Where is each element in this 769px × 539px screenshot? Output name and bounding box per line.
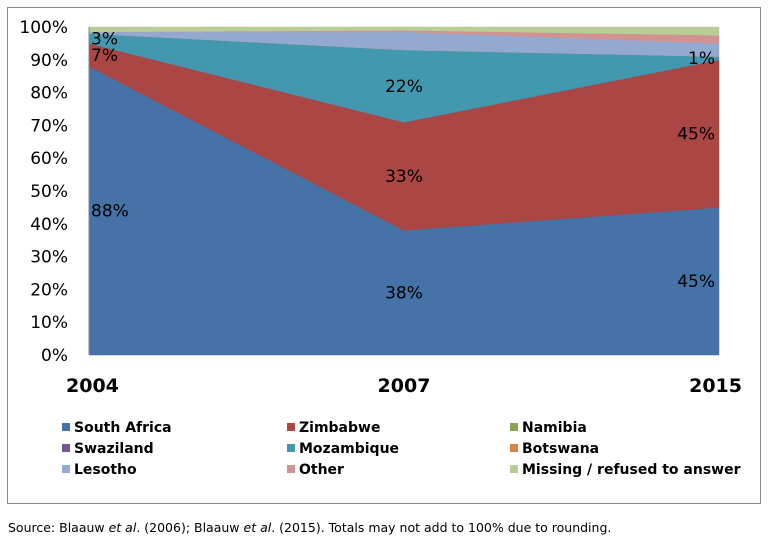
source-text: . (2006); Blaauw: [136, 520, 244, 535]
y-tick-label: 30%: [30, 248, 68, 268]
y-tick-label: 50%: [30, 182, 68, 202]
data-label: 88%: [91, 202, 129, 222]
legend-item-label: Swaziland: [74, 441, 154, 457]
legend-swatch: [62, 444, 70, 452]
data-label: 7%: [91, 46, 118, 66]
data-label: 1%: [688, 49, 715, 69]
data-label: 33%: [385, 167, 423, 187]
source-etal: et al: [243, 520, 272, 535]
legend-item-label: Botswana: [522, 441, 599, 457]
y-tick-label: 10%: [30, 313, 68, 333]
legend-swatch: [62, 465, 70, 473]
y-tick-label: 100%: [19, 18, 68, 38]
y-tick-label: 60%: [30, 149, 68, 169]
source-note: Source: Blaauw et al. (2006); Blaauw et …: [8, 520, 611, 535]
legend-swatch: [287, 465, 295, 473]
y-tick-label: 70%: [30, 116, 68, 136]
chart-frame: [7, 7, 761, 504]
legend-swatch: [287, 444, 295, 452]
y-tick-label: 40%: [30, 215, 68, 235]
legend-item-label: South Africa: [74, 420, 172, 436]
legend-item-label: Other: [299, 462, 344, 478]
data-label: 38%: [385, 284, 423, 304]
y-tick-label: 80%: [30, 84, 68, 104]
legend-swatch: [510, 465, 518, 473]
legend-swatch: [510, 423, 518, 431]
legend-item-label: Zimbabwe: [299, 420, 380, 436]
source-text: Source: Blaauw: [8, 520, 109, 535]
source-text: . (2015). Totals may not add to 100% due…: [271, 520, 612, 535]
y-tick-label: 90%: [30, 51, 68, 71]
legend-swatch: [287, 423, 295, 431]
data-label: 45%: [677, 272, 715, 292]
legend-item-label: Namibia: [522, 420, 587, 436]
y-tick-label: 0%: [41, 346, 68, 366]
data-label: 45%: [677, 125, 715, 145]
y-tick-label: 20%: [30, 280, 68, 300]
x-tick-label: 2007: [378, 375, 431, 397]
x-tick-label: 2015: [689, 375, 742, 397]
legend-item-label: Missing / refused to answer: [522, 462, 741, 478]
source-etal: et al: [108, 520, 137, 535]
data-label: 3%: [91, 29, 118, 49]
legend-swatch: [62, 423, 70, 431]
legend-item-label: Mozambique: [299, 441, 399, 457]
legend-item-label: Lesotho: [74, 462, 137, 478]
data-label: 22%: [385, 77, 423, 97]
x-tick-label: 2004: [66, 375, 119, 397]
legend-swatch: [510, 444, 518, 452]
